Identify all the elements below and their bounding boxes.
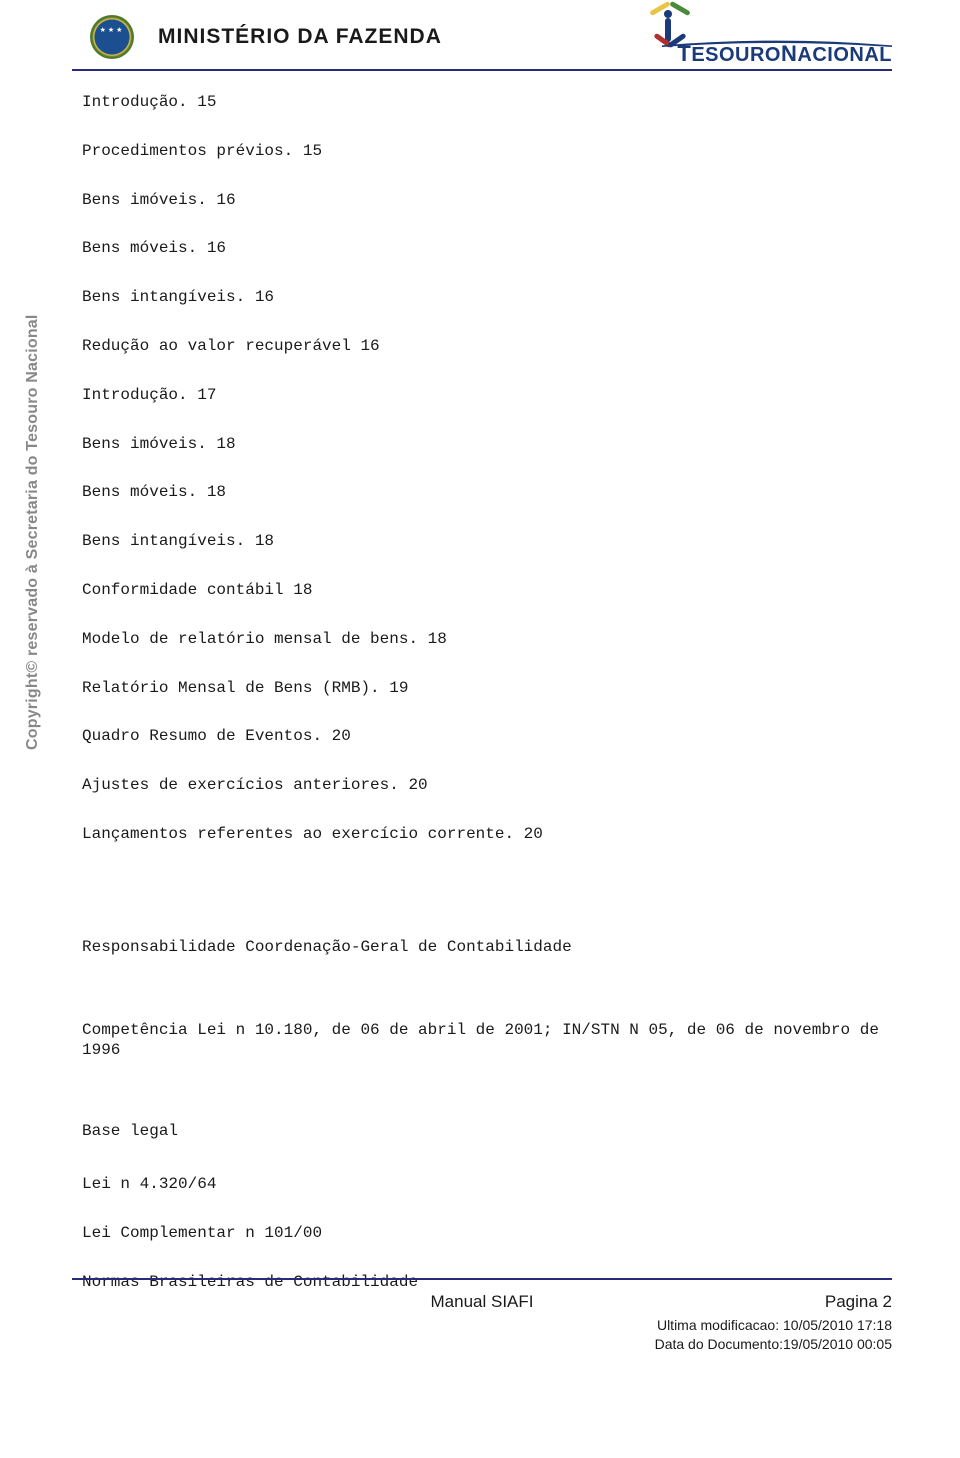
footer-last-modified: Ultima modificacao: 10/05/2010 17:18: [655, 1316, 892, 1335]
toc-item: Introdução. 15: [82, 92, 880, 113]
toc-item: Bens intangíveis. 18: [82, 531, 880, 552]
toc-item: Introdução. 17: [82, 385, 880, 406]
ministry-title: MINISTÉRIO DA FAZENDA: [158, 25, 442, 49]
tesouro-nacional-logo-text: TESOURONACIONAL: [677, 41, 892, 67]
toc-item: Bens móveis. 18: [82, 482, 880, 503]
footer-meta: Ultima modificacao: 10/05/2010 17:18 Dat…: [655, 1316, 892, 1354]
page: MINISTÉRIO DA FAZENDA TESOURONACIONAL Co…: [0, 0, 960, 1458]
responsabilidade-text: Responsabilidade Coordenação-Geral de Co…: [82, 937, 880, 958]
competencia-text: Competência Lei n 10.180, de 06 de abril…: [82, 1020, 880, 1062]
toc-item: Bens imóveis. 16: [82, 190, 880, 211]
toc-item: Relatório Mensal de Bens (RMB). 19: [82, 678, 880, 699]
base-legal-item: Lei Complementar n 101/00: [82, 1223, 880, 1244]
footer-manual-title: Manual SIAFI: [431, 1292, 534, 1312]
document-body: Introdução. 15 Procedimentos prévios. 15…: [82, 92, 880, 1320]
toc-item: Quadro Resumo de Eventos. 20: [82, 726, 880, 747]
footer-doc-date: Data do Documento:19/05/2010 00:05: [655, 1335, 892, 1354]
footer-rule: [72, 1278, 892, 1280]
toc-item: Redução ao valor recuperável 16: [82, 336, 880, 357]
toc-item: Conformidade contábil 18: [82, 580, 880, 601]
toc-item: Modelo de relatório mensal de bens. 18: [82, 629, 880, 650]
toc-item: Bens intangíveis. 16: [82, 287, 880, 308]
base-legal-item: Normas Brasileiras de Contabilidade: [82, 1272, 880, 1293]
toc-item: Lançamentos referentes ao exercício corr…: [82, 824, 880, 845]
brazil-coat-of-arms-icon: [80, 10, 144, 65]
footer-page-number: Pagina 2: [825, 1292, 892, 1312]
base-legal-item: Lei n 4.320/64: [82, 1174, 880, 1195]
header: MINISTÉRIO DA FAZENDA TESOURONACIONAL: [72, 5, 892, 71]
copyright-text: Copyright© reservado à Secretaria do Tes…: [24, 314, 42, 750]
base-legal-heading: Base legal: [82, 1121, 880, 1142]
toc-item: Ajustes de exercícios anteriores. 20: [82, 775, 880, 796]
toc-item: Procedimentos prévios. 15: [82, 141, 880, 162]
toc-item: Bens móveis. 16: [82, 238, 880, 259]
toc-item: Bens imóveis. 18: [82, 434, 880, 455]
